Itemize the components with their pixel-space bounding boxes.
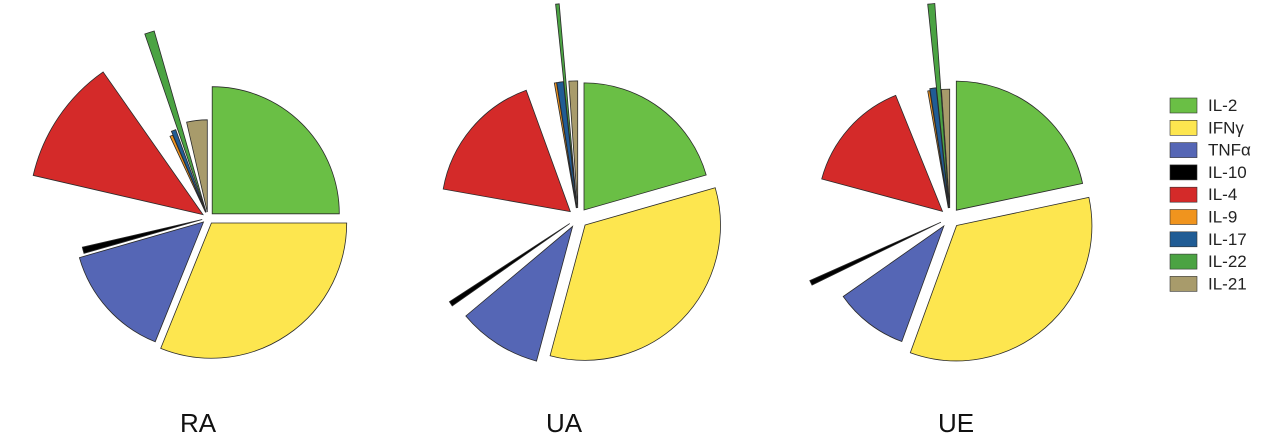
legend-swatch-il9 <box>1169 209 1198 225</box>
pies-layer: RA UA UE <box>32 3 1093 438</box>
legend-swatch-il2 <box>1169 97 1198 114</box>
pie-ua: UA <box>442 3 721 438</box>
slice-ue-ifn <box>909 196 1093 362</box>
slice-ra-il17 <box>170 129 207 213</box>
slice-ra-il21 <box>186 119 208 213</box>
slice-ue-il4 <box>821 94 944 212</box>
slice-ra-il4 <box>32 71 204 216</box>
slice-ue-il10 <box>809 221 942 286</box>
legend-swatch-il4 <box>1169 186 1198 203</box>
legend-swatch-il17 <box>1169 231 1198 248</box>
slice-ra-il2 <box>211 86 340 215</box>
slice-ue-tnf <box>842 224 945 343</box>
slice-ue-il21 <box>940 88 951 209</box>
legend-swatch-il21 <box>1169 276 1198 292</box>
slice-ua-il2 <box>583 82 707 211</box>
slice-ra-il22 <box>144 30 207 213</box>
legend: IL-2 IFNγ TNFα IL-10 IL-4 IL-9 IL-17 IL-22 IL-21 <box>1169 96 1251 293</box>
legend-swatch-il10 <box>1169 164 1198 181</box>
pie-ra: RA <box>32 30 348 438</box>
legend-label-ifn: IFNγ <box>1208 118 1244 137</box>
slice-ue-il2 <box>955 80 1084 211</box>
legend-label-il22: IL-22 <box>1208 252 1247 271</box>
legend-label-il17: IL-17 <box>1208 230 1247 249</box>
slice-ra-ifn <box>160 222 348 359</box>
legend-label-il2: IL-2 <box>1208 96 1237 115</box>
legend-swatch-ifn <box>1169 120 1198 136</box>
legend-swatch-tnf <box>1169 142 1198 158</box>
slice-ua-il10 <box>448 223 570 307</box>
legend-label-il10: IL-10 <box>1208 163 1247 182</box>
pie-label-ua: UA <box>546 408 583 438</box>
pie-ue: UE <box>809 3 1093 438</box>
slice-ua-il22 <box>555 3 578 209</box>
legend-label-il9: IL-9 <box>1208 208 1237 227</box>
legend-label-tnf: TNFα <box>1208 141 1251 160</box>
slice-ue-il22 <box>927 3 950 209</box>
legend-label-il4: IL-4 <box>1208 185 1237 204</box>
pie-label-ue: UE <box>938 408 974 438</box>
slice-ua-ifn <box>549 187 721 361</box>
slice-ue-il9 <box>927 90 949 209</box>
slice-ua-il21 <box>568 80 579 209</box>
slice-ra-tnf <box>78 221 205 343</box>
legend-label-il21: IL-21 <box>1208 274 1247 293</box>
slice-ua-il4 <box>442 89 571 213</box>
pie-label-ra: RA <box>180 408 217 438</box>
legend-swatch-il22 <box>1169 253 1198 270</box>
slice-ra-il10 <box>81 219 203 254</box>
slice-ua-tnf <box>465 225 574 362</box>
